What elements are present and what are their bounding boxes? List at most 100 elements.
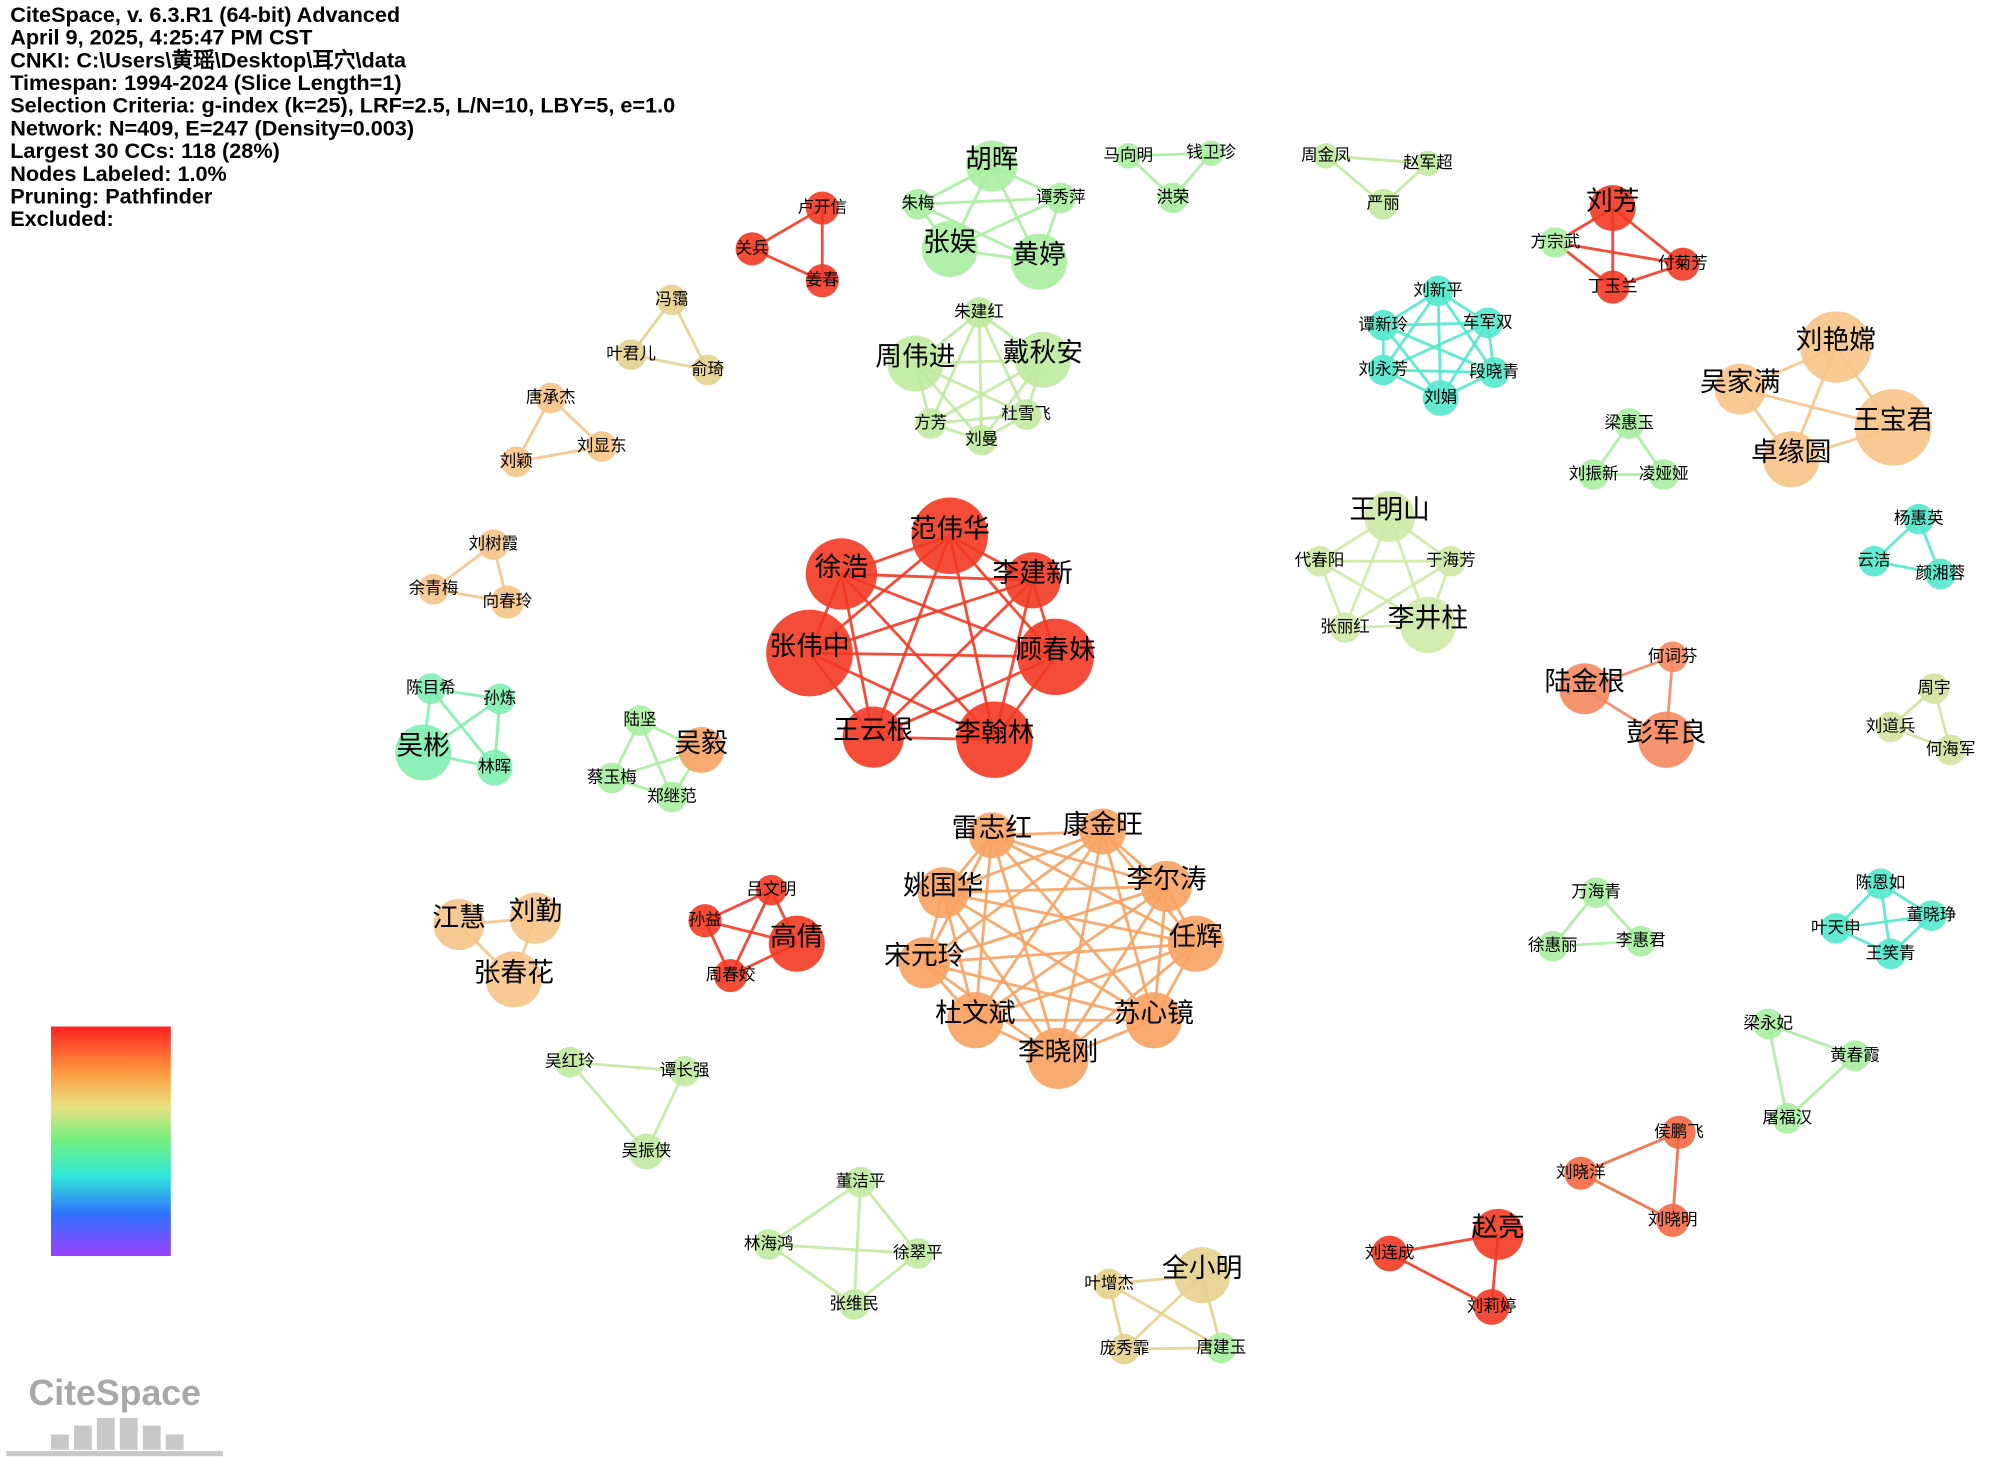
node-label: 高倩 (770, 922, 824, 953)
node (898, 937, 950, 989)
node (1079, 808, 1126, 855)
node (1045, 182, 1076, 214)
node (1415, 150, 1441, 177)
node (805, 538, 878, 610)
node-label: 严丽 (1367, 194, 1400, 213)
node (1206, 1332, 1237, 1364)
node-label: 钱卫珍 (1186, 143, 1236, 162)
node-label: 刘娟 (1424, 388, 1457, 407)
edge (923, 961, 1155, 1022)
node (963, 297, 995, 328)
node (1472, 1208, 1524, 1260)
edge (929, 312, 981, 425)
edge (990, 834, 1155, 1022)
edge (1580, 1171, 1674, 1222)
node-label: 刘莉婷 (1467, 1297, 1517, 1316)
node-label: 付菊芳 (1658, 254, 1708, 273)
node (1638, 711, 1695, 768)
node (1613, 408, 1645, 439)
node-label: 刘曼 (965, 430, 998, 449)
node (753, 1229, 785, 1260)
node (1858, 545, 1890, 577)
node (1752, 1008, 1784, 1040)
node (1027, 1027, 1089, 1090)
node (1559, 663, 1611, 715)
node-label: 颜湘蓉 (1916, 563, 1966, 582)
node-label: 俞琦 (691, 359, 724, 378)
node (887, 335, 944, 392)
node (535, 382, 567, 414)
node (805, 191, 839, 225)
header-line: April 9, 2025, 4:25:47 PM CST (10, 25, 312, 50)
header-line: Selection Criteria: g-index (k=25), LRF=… (10, 93, 675, 118)
node-label: 黄春霞 (1830, 1045, 1880, 1064)
node-label: 何词芬 (1648, 646, 1698, 665)
node-label: 刘新平 (1413, 280, 1463, 299)
edge (973, 835, 994, 1021)
node-label: 刘连成 (1365, 1243, 1415, 1262)
edge (1555, 241, 1684, 266)
node-label: 余青梅 (409, 579, 459, 598)
node (1820, 913, 1852, 944)
edge (1767, 1022, 1856, 1058)
edge (942, 830, 1104, 894)
edge (943, 884, 1167, 895)
node-label: 周宇 (1917, 678, 1950, 697)
node-label: 雷志红 (952, 813, 1032, 844)
node-label: 姜春 (806, 270, 839, 289)
node-label: 李井柱 (1388, 603, 1468, 634)
node-label: 康金旺 (1063, 809, 1143, 840)
edge (977, 312, 984, 441)
node-label: 吴振侠 (622, 1141, 672, 1160)
node (1478, 357, 1510, 388)
node-label: 谭长强 (660, 1061, 710, 1080)
edge (942, 891, 1155, 1022)
node-label: 朱建红 (954, 302, 1004, 321)
node-label: 刘晓洋 (1556, 1163, 1606, 1182)
node-label: 代春阳 (1295, 551, 1345, 570)
node (1662, 1115, 1696, 1149)
node (917, 867, 969, 919)
node-label: 张娱 (923, 227, 977, 258)
header-line: CiteSpace, v. 6.3.R1 (64-bit) Advanced (10, 2, 400, 27)
node (669, 1055, 700, 1087)
node-label: 吴毅 (674, 728, 728, 759)
node (615, 339, 647, 370)
node-label: 周伟进 (875, 342, 955, 373)
node (766, 609, 853, 697)
edge (923, 884, 1167, 965)
node (501, 446, 532, 478)
node (1367, 310, 1399, 341)
node (624, 705, 656, 736)
node (433, 899, 485, 951)
node-label: 李翰林 (954, 718, 1034, 749)
edge (767, 1180, 862, 1246)
node (1578, 459, 1609, 490)
node (1540, 227, 1571, 258)
header-line: Pruning: Pathfinder (10, 183, 213, 208)
edge (1382, 321, 1489, 372)
node-label: 刘显东 (577, 436, 627, 455)
color-legend (50, 1026, 171, 1257)
edge (930, 413, 1027, 425)
node-label: 叶君儿 (606, 344, 656, 363)
edge (1382, 290, 1440, 371)
node-label: 唐承杰 (526, 388, 576, 407)
node-label: 孙益 (688, 910, 721, 929)
node (1916, 900, 1947, 931)
node-label: 林晖 (478, 757, 511, 776)
edge (1383, 368, 1495, 374)
node (395, 724, 452, 781)
node (1537, 930, 1569, 962)
node (1596, 270, 1630, 304)
node-label: 唐建玉 (1196, 1337, 1246, 1356)
node (838, 1289, 870, 1320)
node (1854, 389, 1932, 466)
node-label: 江慧 (432, 902, 486, 933)
node (1371, 1235, 1408, 1272)
edge (943, 891, 1197, 946)
node (509, 892, 561, 944)
node (1666, 247, 1700, 281)
node (1625, 925, 1657, 957)
